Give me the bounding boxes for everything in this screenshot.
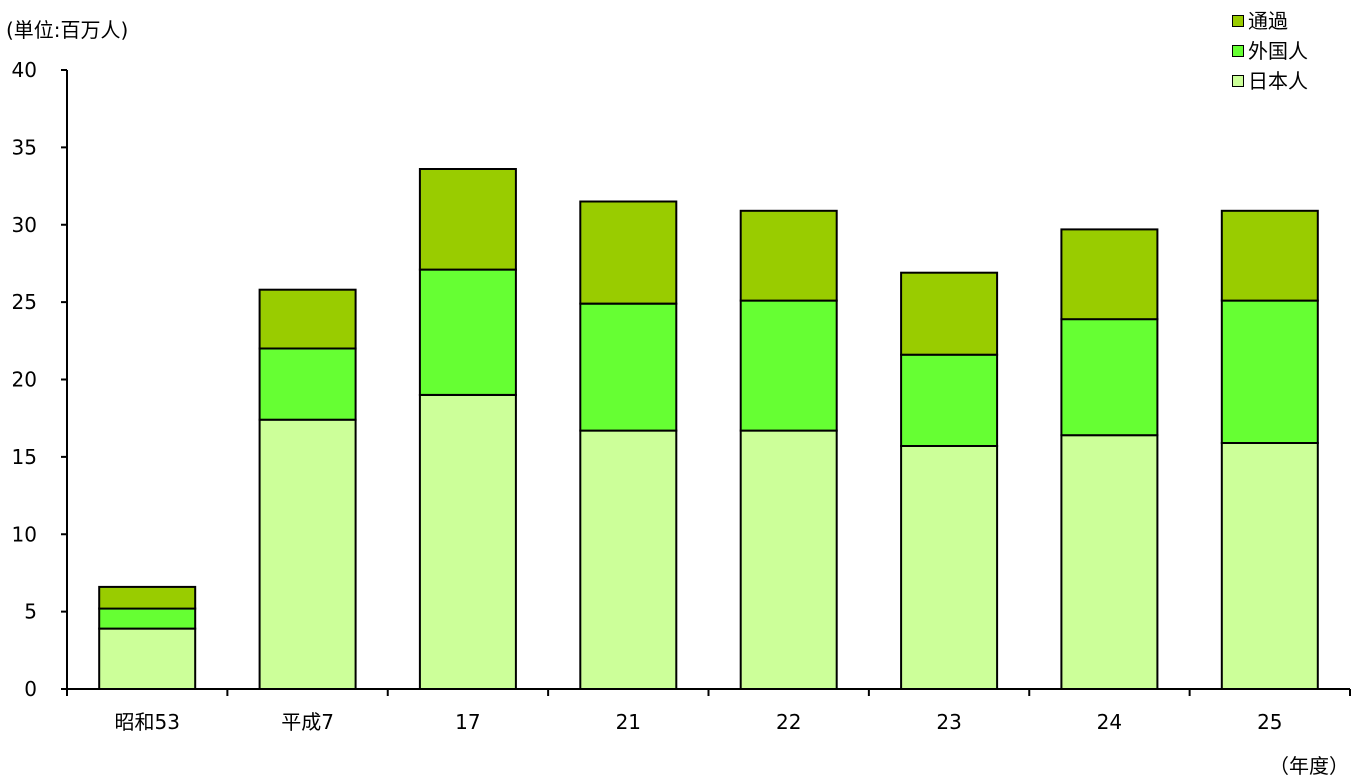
y-tick-label-1: 5 xyxy=(24,600,37,624)
x-tick-label-7: 25 xyxy=(1257,710,1282,734)
legend-label-japanese: 日本人 xyxy=(1248,69,1308,93)
bar-7-series-2 xyxy=(1220,209,1319,302)
bar-0-series-1 xyxy=(98,607,197,630)
bar-5-series-0 xyxy=(900,445,999,690)
y-tick-label-8: 40 xyxy=(12,58,37,82)
x-unit-label: （年度） xyxy=(1269,754,1349,778)
bar-6-series-1 xyxy=(1060,318,1159,437)
y-tick-label-7: 35 xyxy=(12,135,37,159)
y-unit-label: (単位:百万人) xyxy=(6,18,129,42)
bar-0-series-0 xyxy=(98,627,197,690)
bar-2-series-0 xyxy=(418,394,517,690)
x-tick-label-0: 昭和53 xyxy=(114,710,179,734)
y-tick-label-3: 15 xyxy=(12,445,37,469)
legend-swatch-transit xyxy=(1232,15,1244,27)
legend-item-transit: 通過 xyxy=(1232,6,1308,36)
bar-5-series-2 xyxy=(900,271,999,356)
legend-label-foreigners: 外国人 xyxy=(1248,39,1308,63)
y-tick-label-4: 20 xyxy=(12,368,37,392)
bar-6-series-2 xyxy=(1060,228,1159,321)
bars-layer xyxy=(98,168,1319,691)
bar-0-series-2 xyxy=(98,585,197,610)
x-tick-label-5: 23 xyxy=(936,710,961,734)
bar-7-series-0 xyxy=(1220,441,1319,690)
bar-7-series-1 xyxy=(1220,299,1319,444)
bar-3-series-1 xyxy=(579,302,678,432)
y-tick-label-6: 30 xyxy=(12,213,37,237)
legend-item-foreigners: 外国人 xyxy=(1232,36,1308,66)
bar-4-series-2 xyxy=(739,209,838,302)
bar-5-series-1 xyxy=(900,353,999,448)
x-tick-label-2: 17 xyxy=(455,710,480,734)
legend-item-japanese: 日本人 xyxy=(1232,66,1308,96)
bar-4-series-0 xyxy=(739,429,838,690)
x-tick-label-6: 24 xyxy=(1097,710,1122,734)
legend-label-transit: 通過 xyxy=(1248,9,1288,33)
x-tick-label-1: 平成7 xyxy=(281,710,334,734)
x-tick-label-3: 21 xyxy=(616,710,641,734)
legend-swatch-foreigners xyxy=(1232,45,1244,57)
y-tick-label-0: 0 xyxy=(24,677,37,701)
y-tick-label-5: 25 xyxy=(12,290,37,314)
bar-2-series-2 xyxy=(418,168,517,271)
y-tick-label-2: 10 xyxy=(12,522,37,546)
bar-4-series-1 xyxy=(739,299,838,432)
legend-swatch-japanese xyxy=(1232,75,1244,87)
bar-3-series-0 xyxy=(579,429,678,690)
bar-1-series-1 xyxy=(258,347,357,421)
bar-1-series-0 xyxy=(258,418,357,690)
legend: 通過 外国人 日本人 xyxy=(1232,6,1308,96)
bar-2-series-1 xyxy=(418,268,517,396)
bar-1-series-2 xyxy=(258,288,357,350)
axes-layer: 昭和53 平成7 17 21 22 23 24 25 0 5 10 15 20 25 30 35 40 xyxy=(12,58,1351,734)
bar-6-series-0 xyxy=(1060,434,1159,691)
bar-3-series-2 xyxy=(579,200,678,305)
x-tick-label-4: 22 xyxy=(776,710,801,734)
